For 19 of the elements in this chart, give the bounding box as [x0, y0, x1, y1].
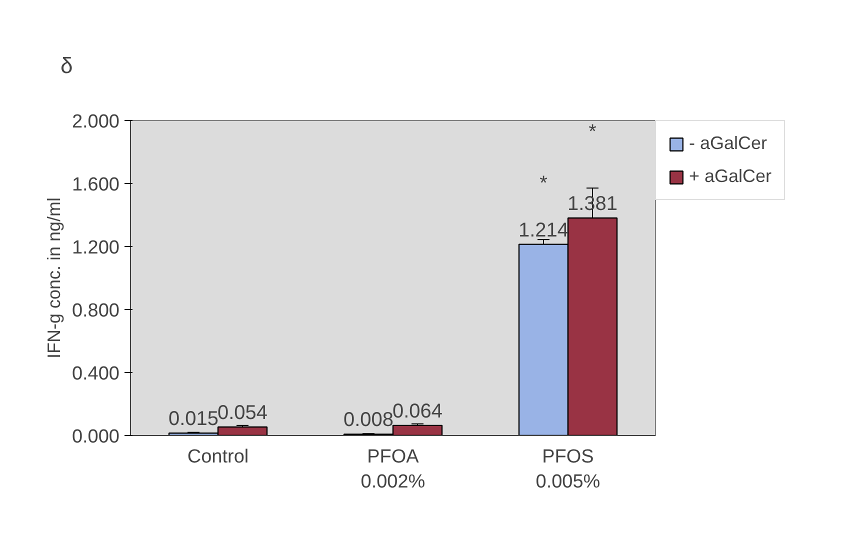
legend-label: + aGalCer: [689, 166, 772, 187]
data-label: 0.008: [343, 409, 394, 432]
y-tick-label: 1.600: [72, 174, 120, 196]
data-label: 0.015: [168, 408, 219, 430]
data-label: 0.064: [392, 400, 443, 422]
annotation: *: [588, 121, 597, 144]
y-tick-label: 0.400: [72, 364, 120, 384]
y-tick-label: 1.200: [72, 238, 120, 258]
x-tick-label: PFOA 0.002%: [360, 446, 426, 493]
legend-label: - aGalCer: [689, 133, 768, 154]
x-tick-label: Control: [187, 446, 249, 468]
y-tick-label: 2.000: [72, 112, 120, 132]
chart-title: δ: [60, 53, 73, 78]
y-axis-title: IFN-g conc. in ng/ml: [44, 197, 64, 359]
y-tick-label: 0.800: [72, 300, 120, 322]
y-tick-label: 0.000: [72, 426, 120, 448]
data-label: 0.054: [217, 402, 268, 424]
annotation: *: [540, 172, 548, 195]
x-tick-label: PFOS 0.005%: [536, 446, 600, 493]
